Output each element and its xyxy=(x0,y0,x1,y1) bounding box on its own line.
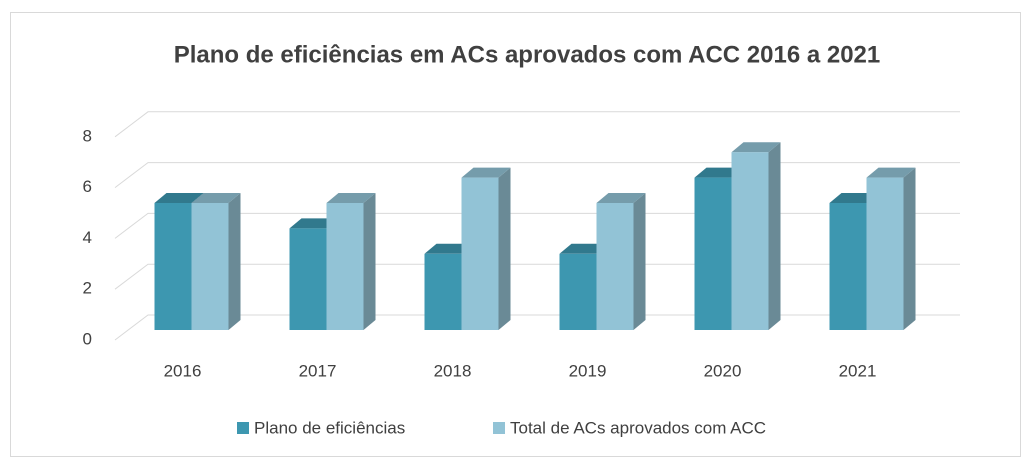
legend-label: Total de ACs aprovados com ACC xyxy=(510,418,766,437)
bar-top xyxy=(829,193,879,203)
bar xyxy=(461,167,511,330)
chart-title: Plano de eficiências em ACs aprovados co… xyxy=(174,41,881,68)
bar xyxy=(866,167,916,330)
bar-top xyxy=(326,193,376,203)
x-tick-label: 2020 xyxy=(704,361,742,380)
bar-side xyxy=(903,167,916,330)
bar-top xyxy=(694,167,744,178)
grid-line xyxy=(114,111,960,138)
y-tick-label: 8 xyxy=(83,126,92,145)
bar-front xyxy=(326,203,364,330)
bar-top xyxy=(424,243,474,254)
bar-top xyxy=(731,142,781,153)
bar-side xyxy=(363,193,376,330)
grid-line xyxy=(114,263,960,290)
legend-swatch xyxy=(493,422,505,434)
bar-top xyxy=(289,218,339,229)
grid-line xyxy=(114,314,960,341)
bar-top xyxy=(596,193,646,203)
bar-side xyxy=(228,193,241,330)
x-tick-label: 2017 xyxy=(299,361,337,380)
legend-label: Plano de eficiências xyxy=(254,418,405,437)
bar-top xyxy=(866,167,916,178)
bar-front xyxy=(559,253,597,330)
bar-front xyxy=(731,152,769,330)
bar-side xyxy=(633,193,646,330)
y-tick-label: 0 xyxy=(83,329,92,348)
y-tick-label: 2 xyxy=(83,279,92,298)
bar-side xyxy=(768,142,781,330)
bar xyxy=(326,193,376,330)
bar xyxy=(731,142,781,330)
y-tick-label: 4 xyxy=(83,228,92,247)
bar-top xyxy=(461,167,511,178)
bar xyxy=(191,193,241,330)
bar-front xyxy=(694,177,732,330)
bar-top xyxy=(559,243,609,254)
legend-swatch xyxy=(237,422,249,434)
bar xyxy=(596,193,646,330)
bar-front xyxy=(461,177,499,330)
x-tick-label: 2016 xyxy=(164,361,202,380)
x-tick-label: 2021 xyxy=(839,361,877,380)
x-tick-label: 2018 xyxy=(434,361,472,380)
grid-line xyxy=(114,212,960,239)
bar-front xyxy=(596,203,634,330)
bar-top xyxy=(191,193,241,203)
bar-front xyxy=(191,203,229,330)
bar-front xyxy=(829,203,867,330)
bar-front xyxy=(424,253,462,330)
bar-front xyxy=(154,203,192,330)
grid-line xyxy=(114,162,960,188)
y-tick-label: 6 xyxy=(83,177,92,196)
bar-side xyxy=(498,167,511,330)
bar-front xyxy=(289,228,327,330)
bar-front xyxy=(866,177,904,330)
x-tick-label: 2019 xyxy=(569,361,607,380)
bar-top xyxy=(154,193,204,203)
